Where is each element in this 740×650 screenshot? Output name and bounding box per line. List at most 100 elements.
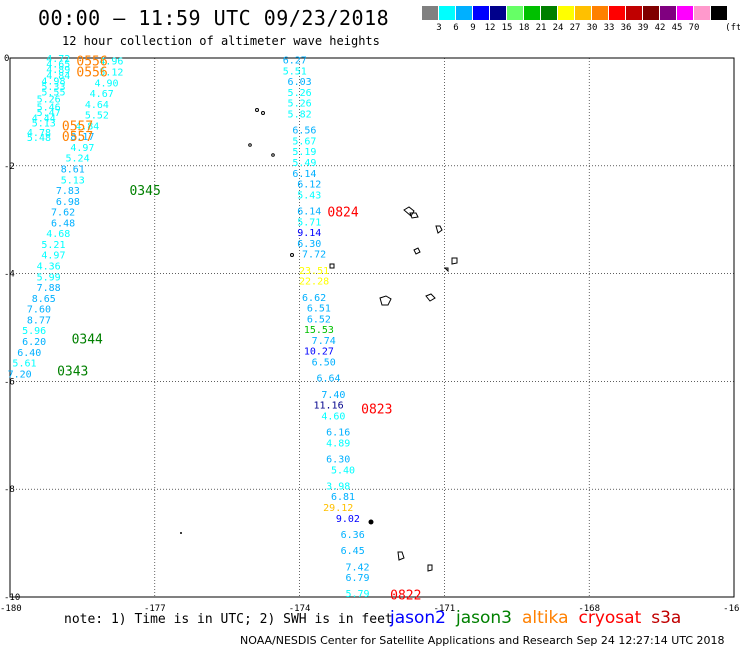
swh-value: 4.96 <box>99 57 123 68</box>
swh-value: 7.20 <box>8 369 32 380</box>
legend-label: 21 <box>535 23 547 33</box>
x-tick-label: -165 <box>723 604 740 614</box>
swh-value: 5.67 <box>292 136 316 147</box>
legend-swatch <box>711 6 728 20</box>
x-tick-label: -171 <box>434 604 456 614</box>
legend-swatch <box>575 6 592 20</box>
swh-value: 5.51 <box>283 66 307 77</box>
swh-value: 5.13 <box>61 175 85 186</box>
island-outline <box>413 247 421 255</box>
satellite-legend: jason2 jason3 altika cryosat s3a <box>390 608 691 628</box>
island-outline <box>248 143 252 147</box>
island-outline <box>403 206 415 217</box>
island-outline <box>427 564 433 572</box>
swh-value: 5.19 <box>292 147 316 158</box>
legend-label: 70 <box>688 23 700 33</box>
pass-time-label: 0557 <box>62 119 93 134</box>
legend-label: 39 <box>637 23 649 33</box>
swh-value: 5.61 <box>12 359 36 370</box>
swh-value: 5.47 <box>37 108 61 119</box>
swh-value: 3.98 <box>326 481 350 492</box>
swh-value: 5.48 <box>27 133 51 144</box>
y-tick-label: -8 <box>4 485 15 495</box>
legend-swatch <box>643 6 660 20</box>
swh-value: 5.82 <box>288 110 312 121</box>
legend-swatch <box>660 6 677 20</box>
legend-swatch <box>524 6 541 20</box>
legend-unit: (ft) <box>725 23 740 33</box>
swh-value: 6.64 <box>317 374 341 385</box>
swh-value: 8.77 <box>27 315 51 326</box>
swh-value: 5.40 <box>331 465 355 476</box>
swh-value: 6.45 <box>341 546 365 557</box>
legend-label: 30 <box>586 23 598 33</box>
legend-swatch <box>490 6 507 20</box>
legend-label: 15 <box>501 23 513 33</box>
swh-value: 6.50 <box>312 357 336 368</box>
legend-swatch <box>626 6 643 20</box>
swh-value: 5.26 <box>288 88 312 99</box>
island-outline <box>409 212 419 219</box>
credit-footer: NOAA/NESDIS Center for Satellite Applica… <box>240 634 725 647</box>
x-tick-label: -168 <box>578 604 600 614</box>
swh-value: 6.30 <box>326 454 350 465</box>
swh-value: 4.67 <box>90 89 114 100</box>
swh-value: 7.60 <box>27 305 51 316</box>
swh-value: 5.26 <box>37 94 61 105</box>
pass-time-label: 0824 <box>327 206 358 221</box>
legend-swatch <box>456 6 473 20</box>
satellite-name: jason3 <box>456 608 512 628</box>
legend-label: 3 <box>436 23 442 33</box>
legend-label: 45 <box>671 23 683 33</box>
pass-time-label: 0556 <box>76 55 107 70</box>
swh-value: 6.30 <box>297 239 321 250</box>
swh-value: 4.65 <box>46 59 70 70</box>
swh-value: 7.74 <box>312 336 336 347</box>
swh-value: 7.42 <box>345 562 369 573</box>
swh-value: 23.51 <box>299 266 329 277</box>
swh-value: 6.36 <box>341 530 365 541</box>
legend-swatch <box>694 6 711 20</box>
swh-value: 8.61 <box>61 164 85 175</box>
swh-value: 4.68 <box>46 229 70 240</box>
pass-time-label: 0557 <box>62 130 93 145</box>
swh-value: 5.46 <box>37 103 61 114</box>
island-outline <box>443 267 449 273</box>
swh-value: 5.12 <box>99 67 123 78</box>
swh-value: 4.84 <box>75 121 99 132</box>
swh-value: 6.52 <box>307 314 331 325</box>
island-outline <box>255 108 259 112</box>
pass-time-label: 0344 <box>72 332 103 347</box>
swh-value: 5.79 <box>345 589 369 600</box>
island-outline <box>290 253 294 257</box>
swh-value: 6.27 <box>283 56 307 67</box>
legend-label: 27 <box>569 23 581 33</box>
pass-time-label: 0345 <box>129 184 160 199</box>
legend-swatch <box>422 6 439 20</box>
swh-value: 6.14 <box>292 169 316 180</box>
y-tick-label: -6 <box>4 377 15 387</box>
swh-value: 6.14 <box>297 207 321 218</box>
legend-label: 36 <box>620 23 632 33</box>
swh-value: 6.98 <box>56 197 80 208</box>
units-note: note: 1) Time is in UTC; 2) SWH is in fe… <box>64 612 393 627</box>
swh-value: 6.79 <box>345 573 369 584</box>
y-tick-label: -4 <box>4 270 15 280</box>
satellite-name: jason2 <box>390 608 446 628</box>
legend-swatch <box>677 6 694 20</box>
swh-value: 4.36 <box>37 262 61 273</box>
swh-value: 7.72 <box>302 250 326 261</box>
island-outline <box>451 257 458 265</box>
swh-value: 8.65 <box>32 294 56 305</box>
legend-swatch <box>507 6 524 20</box>
y-tick-label: -2 <box>4 162 15 172</box>
swh-value: 4.97 <box>70 143 94 154</box>
satellite-name: s3a <box>651 608 682 628</box>
swh-value: 6.40 <box>17 348 41 359</box>
island-outline <box>180 532 182 534</box>
swh-value: 4.44 <box>32 113 56 124</box>
swh-value: 5.21 <box>41 240 65 251</box>
swh-value: 4.89 <box>46 65 70 76</box>
legend-swatch <box>439 6 456 20</box>
